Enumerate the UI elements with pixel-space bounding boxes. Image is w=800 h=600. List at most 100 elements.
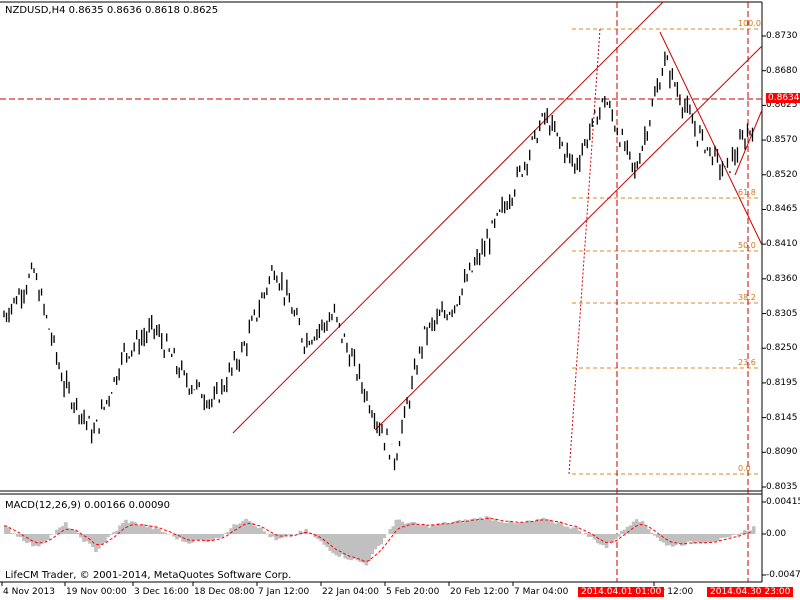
macd-bar <box>424 524 429 534</box>
macd-info: MACD(12,26,9) 0.00166 0.00090 <box>5 500 170 511</box>
macd-bar <box>601 534 606 546</box>
macd-bar <box>688 534 693 541</box>
macd-bar <box>565 526 570 534</box>
macd-bar <box>352 534 357 559</box>
macd-bar <box>523 522 528 534</box>
macd-bar <box>286 534 290 535</box>
macd-bar <box>469 519 474 534</box>
time-tick-label: 20 Feb 12:00 <box>450 587 510 597</box>
macd-bar <box>112 532 116 534</box>
macd-bar <box>397 519 402 534</box>
macd-bar <box>568 528 573 534</box>
macd-bar <box>10 533 14 534</box>
macd-bar <box>418 525 423 534</box>
macd-bar <box>67 528 71 534</box>
macd-bar <box>214 534 218 538</box>
macd-bar <box>199 534 203 540</box>
fibonacci-retracement[interactable] <box>568 28 760 475</box>
macd-bar <box>673 534 678 546</box>
macd-values: 0.00166 0.00090 <box>84 500 171 511</box>
time-tick-label: 7 Jan 12:00 <box>258 587 310 597</box>
macd-bar <box>412 521 417 534</box>
macd-bar <box>742 530 747 534</box>
macd-bar <box>349 534 354 561</box>
time-tick-label: 19 Nov 00:00 <box>66 587 127 597</box>
macd-bar <box>556 522 561 534</box>
fibo-level-label: 50.0 <box>738 241 756 250</box>
macd-bar <box>13 533 17 534</box>
macd-bar <box>211 534 215 541</box>
macd-bar <box>622 529 627 534</box>
macd-bar <box>100 534 104 545</box>
macd-bar <box>643 525 648 534</box>
macd-bar <box>142 524 146 534</box>
macd-bar <box>721 534 726 538</box>
price-tick-label: 0.8520 <box>766 169 798 180</box>
macd-bar <box>511 522 516 534</box>
fibo-level-label: 0.0 <box>738 464 751 473</box>
macd-tick-label: 0.00 <box>766 529 787 539</box>
macd-bar <box>484 516 489 534</box>
time-tick-label: 22 Jan 04:00 <box>322 587 379 597</box>
macd-bar <box>58 527 62 534</box>
axis-ticks <box>1 35 766 586</box>
macd-bar <box>259 527 263 534</box>
macd-bar <box>175 534 179 540</box>
highlighted-time-value: 2014.04.30 23:00 <box>707 587 794 597</box>
macd-bar <box>463 519 468 534</box>
macd-bar <box>379 534 384 545</box>
macd-bar <box>277 534 281 539</box>
macd-bar <box>457 519 462 534</box>
price-tick-label: 0.8680 <box>766 65 798 76</box>
macd-bar <box>367 534 372 561</box>
time-tick-label: pr 12:00 <box>655 587 694 597</box>
macd-bar <box>532 520 537 534</box>
macd-bar <box>43 534 47 542</box>
macd-bar <box>232 524 236 534</box>
macd-bar <box>205 534 209 542</box>
macd-bar <box>661 534 666 543</box>
macd-bar <box>445 524 450 534</box>
price-tick-label: 0.8305 <box>766 308 798 319</box>
macd-bar <box>610 534 615 543</box>
macd-bar <box>337 534 342 557</box>
macd-bar <box>22 534 26 541</box>
price-tick-label: 0.8625 <box>766 100 798 111</box>
macd-bar <box>562 526 567 534</box>
macd-bar <box>25 534 29 544</box>
macd-bar <box>184 534 188 543</box>
macd-bar <box>451 521 456 534</box>
macd-bar <box>709 534 714 542</box>
macd-bar <box>499 521 504 534</box>
macd-bar <box>223 533 227 534</box>
macd-bar <box>703 534 708 543</box>
macd-bar <box>475 520 480 534</box>
macd-bar <box>670 534 675 547</box>
macd-bar <box>370 534 375 555</box>
macd-bar <box>49 534 53 535</box>
macd-bar <box>148 525 152 534</box>
macd-bar <box>4 525 8 534</box>
macd-bar <box>715 534 720 542</box>
macd-bar <box>193 534 197 540</box>
fibo-level-label: 100.0 <box>738 19 761 28</box>
macd-bar <box>604 534 609 549</box>
macd-bar <box>403 523 408 534</box>
macd-bar <box>676 534 681 544</box>
macd-bar <box>739 532 744 534</box>
trend-channel-lines[interactable] <box>0 1 763 582</box>
fibo-level-label: 23.6 <box>738 358 756 367</box>
macd-bar <box>238 523 242 534</box>
macd-signal-line <box>3 517 753 562</box>
macd-bar <box>481 519 486 534</box>
macd-bar <box>373 534 378 550</box>
macd-bar <box>547 519 552 534</box>
ohlc-values: 0.8635 0.8636 0.8618 0.8625 <box>68 5 219 16</box>
macd-bar <box>454 520 459 534</box>
macd-bar <box>430 524 435 534</box>
macd-bar <box>442 522 447 534</box>
macd-bar <box>136 525 140 534</box>
macd-bar <box>130 521 134 534</box>
